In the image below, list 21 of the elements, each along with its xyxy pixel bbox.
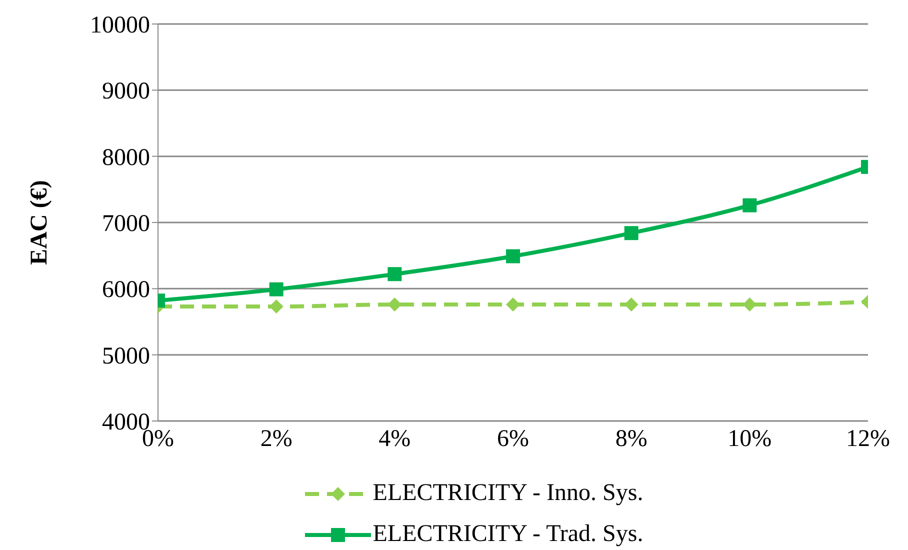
y-tick-label: 5000 [102,343,150,370]
point [506,298,520,312]
x-tick-label: 8% [615,426,648,452]
point [624,298,638,312]
y-tick-label: 7000 [102,211,150,238]
x-tick-label: 2% [260,426,292,452]
legend-label: ELECTRICITY - Inno. Sys. [372,480,644,507]
y-axis-title: EAC (€) [26,180,53,265]
point [624,226,638,240]
y-tick-label: 8000 [102,144,150,171]
x-tick-label: 10% [728,426,772,452]
legend-label: ELECTRICITY - Trad. Sys. [372,521,644,548]
point [388,298,402,312]
point [388,267,402,282]
point [506,249,520,264]
y-tick-label: 9000 [102,78,150,105]
x-tick-label: 12% [846,426,890,452]
y-tick-label: 10000 [90,12,150,39]
y-tick-label: 6000 [102,277,150,304]
x-tick-label: 4% [378,426,411,452]
x-tick-label: 6% [497,426,529,452]
